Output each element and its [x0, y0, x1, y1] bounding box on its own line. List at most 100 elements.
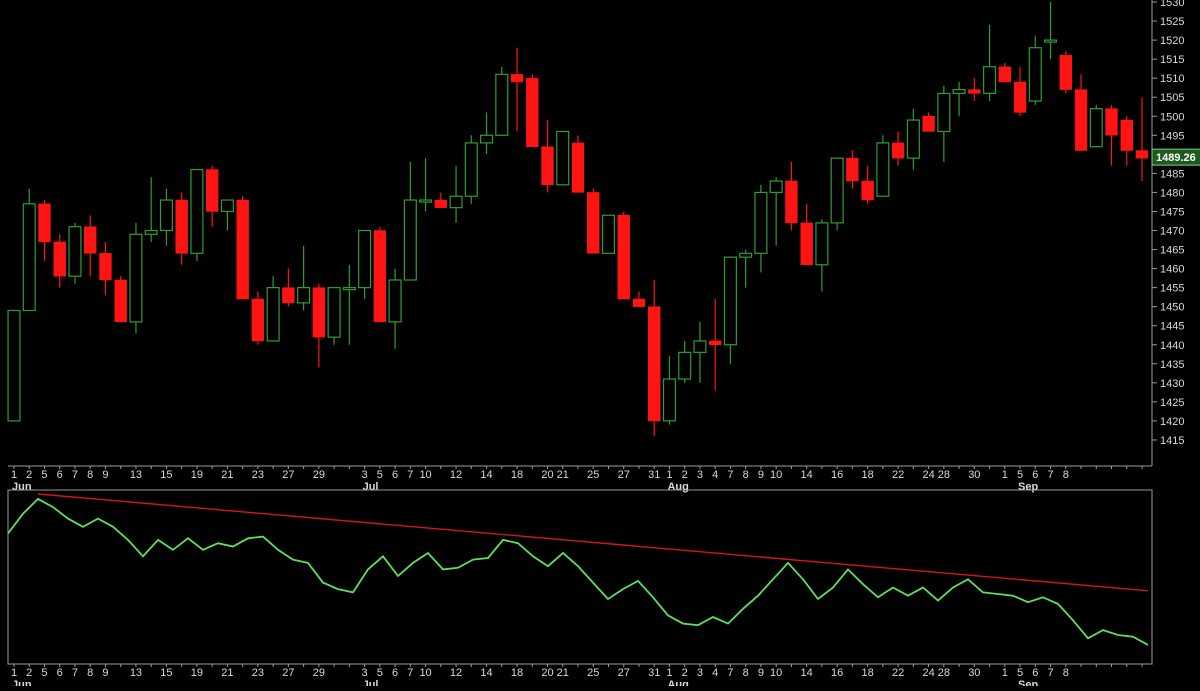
- month-label: Jul: [363, 481, 379, 493]
- date-tick-label: 5: [377, 667, 383, 679]
- date-tick-label: 2: [682, 469, 688, 481]
- candle-body-up: [876, 142, 890, 197]
- date-tick-label: 19: [191, 667, 203, 679]
- date-tick-label: 7: [727, 667, 733, 679]
- candle-body-down: [891, 142, 905, 159]
- candle-body-up: [693, 340, 707, 353]
- date-tick-label: 12: [450, 667, 462, 679]
- candle-body-up: [906, 119, 920, 159]
- date-tick-label: 8: [743, 469, 749, 481]
- price-tick-label: 1450: [1160, 302, 1184, 314]
- date-tick-label: 1: [1002, 469, 1008, 481]
- candle-body-up: [815, 222, 829, 266]
- candle-body-down: [1120, 119, 1133, 151]
- date-tick-label: 6: [392, 469, 398, 481]
- date-tick-label: 24: [922, 469, 934, 481]
- candle-body-down: [632, 298, 646, 307]
- date-tick-label: 7: [72, 469, 78, 481]
- date-tick-label: 2: [682, 667, 688, 679]
- candle-body-down: [708, 340, 722, 346]
- price-tick-label: 1485: [1160, 168, 1184, 180]
- month-label: Jul: [363, 679, 379, 686]
- date-tick-label: 8: [1063, 469, 1069, 481]
- date-tick-label: 27: [282, 469, 294, 481]
- date-tick-label: 6: [1032, 469, 1038, 481]
- date-tick-label: 1: [11, 469, 17, 481]
- date-tick-label: 3: [697, 667, 703, 679]
- price-tick-label: 1470: [1160, 226, 1184, 238]
- candle-body-down: [373, 230, 387, 323]
- date-tick-label: 5: [1017, 667, 1023, 679]
- date-tick-label: 28: [938, 667, 950, 679]
- date-tick-label: 8: [743, 667, 749, 679]
- candle-body-down: [38, 203, 51, 243]
- candle-body-down: [922, 116, 935, 132]
- candle-body-down: [800, 222, 813, 266]
- date-tick-label: 18: [861, 469, 873, 481]
- price-tick-label: 1430: [1160, 378, 1184, 390]
- candle-body-up: [68, 226, 82, 277]
- date-tick-label: 9: [758, 469, 764, 481]
- candle-body-down: [510, 74, 524, 83]
- candle-body-down: [114, 279, 127, 323]
- candle-body-up: [1043, 39, 1058, 43]
- price-tick-label: 1460: [1160, 264, 1184, 276]
- date-tick-label: 27: [618, 469, 630, 481]
- price-tick-label: 1495: [1160, 130, 1184, 142]
- candle-body-down: [434, 199, 448, 208]
- date-tick-label: 2: [26, 667, 32, 679]
- candle-body-up: [1028, 47, 1042, 102]
- candle-body-up: [159, 199, 173, 232]
- price-tick-label: 1455: [1160, 283, 1184, 295]
- candle-body-down: [1105, 108, 1118, 136]
- price-tick-label: 1480: [1160, 187, 1184, 199]
- date-tick-label: 23: [252, 667, 264, 679]
- month-label: Aug: [667, 481, 688, 493]
- candle-body-up: [952, 88, 966, 95]
- date-tick-label: 21: [221, 667, 233, 679]
- price-tick-label: 1435: [1160, 359, 1184, 371]
- candle-body-up: [266, 287, 280, 342]
- candle-body-up: [403, 199, 417, 281]
- trendline: [37, 493, 1149, 592]
- date-tick-label: 25: [587, 469, 599, 481]
- month-label: Sep: [1018, 481, 1038, 493]
- candle-body-down: [175, 199, 188, 254]
- candle-body-down: [1074, 89, 1088, 151]
- candle-body-down: [282, 287, 295, 304]
- candle-body-up: [358, 229, 372, 289]
- date-tick-label: 21: [557, 469, 569, 481]
- candle-body-down: [251, 298, 265, 342]
- candle-body-down: [861, 180, 874, 201]
- date-tick-label: 7: [1047, 667, 1053, 679]
- price-axis: 1415 1420 1425 1430 1435 1440 1445 1450 1455 1460…: [1151, 0, 1200, 466]
- date-tick-label: 22: [892, 667, 904, 679]
- candle-body-up: [464, 142, 478, 197]
- date-tick-label: 3: [697, 469, 703, 481]
- date-tick-label: 31: [648, 469, 660, 481]
- date-tick-label: 6: [392, 667, 398, 679]
- candle-body-up: [754, 191, 768, 254]
- date-tick-label: 1: [11, 667, 17, 679]
- price-panel: [7, 2, 1149, 437]
- date-tick-label: 31: [648, 667, 660, 679]
- price-tick-label: 1505: [1160, 92, 1184, 104]
- date-tick-label: 5: [377, 469, 383, 481]
- price-tick-label: 1445: [1160, 321, 1184, 333]
- candle-body-down: [84, 226, 97, 254]
- date-tick-label: 12: [450, 469, 462, 481]
- date-tick-label: 28: [938, 469, 950, 481]
- candle-body-up: [220, 199, 234, 213]
- date-tick-label: 10: [419, 667, 431, 679]
- date-tick-label: 7: [72, 667, 78, 679]
- candle-body-up: [739, 252, 753, 258]
- date-tick-label: 14: [801, 667, 813, 679]
- date-tick-label: 9: [102, 667, 108, 679]
- date-tick-label: 8: [87, 469, 93, 481]
- date-tick-label: 7: [407, 469, 413, 481]
- month-label: Sep: [1018, 679, 1038, 686]
- date-tick-label: 20: [541, 469, 553, 481]
- date-tick-label: 27: [618, 667, 630, 679]
- date-tick-label: 8: [1063, 667, 1069, 679]
